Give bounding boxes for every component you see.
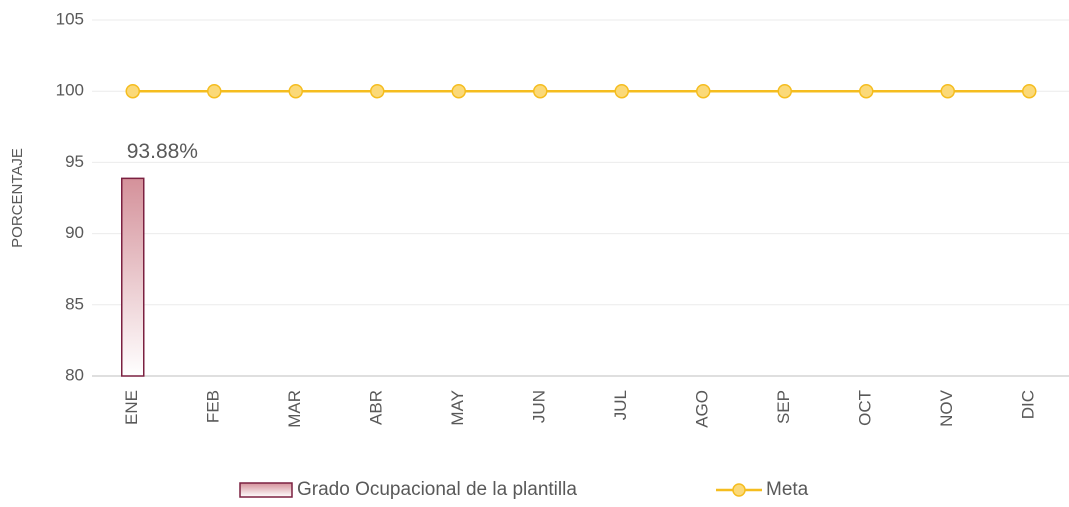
y-tick-label: 105: [56, 9, 84, 28]
x-tick-label: AGO: [693, 390, 712, 428]
point: [940, 83, 955, 99]
x-tick-label: MAR: [285, 390, 304, 428]
legend-swatch: [732, 483, 746, 497]
point: [614, 83, 629, 99]
x-tick-label: MAY: [448, 390, 467, 426]
data-label: 93.88%: [127, 140, 198, 163]
legend-label: Meta: [766, 479, 809, 500]
x-tick-label: JUL: [611, 390, 630, 420]
point: [696, 83, 711, 99]
x-tick-label: FEB: [204, 390, 223, 423]
point: [777, 83, 792, 99]
y-tick-label: 100: [56, 81, 84, 100]
y-axis-label: PORCENTAJE: [9, 148, 26, 248]
bar: [121, 177, 145, 377]
point: [125, 83, 140, 99]
point: [451, 83, 466, 99]
y-tick-label: 80: [65, 365, 84, 384]
x-tick-label: ENE: [122, 390, 141, 425]
point: [207, 83, 222, 99]
x-tick-label: ABR: [367, 390, 386, 425]
x-tick-label: SEP: [774, 390, 793, 424]
point: [1022, 83, 1037, 99]
point: [859, 83, 874, 99]
point: [288, 83, 303, 99]
point: [533, 83, 548, 99]
y-tick-label: 85: [65, 294, 84, 313]
y-tick-label: 95: [65, 152, 84, 171]
x-tick-label: NOV: [937, 389, 956, 427]
y-tick-label: 90: [65, 223, 84, 242]
x-tick-label: OCT: [856, 390, 875, 426]
point: [370, 83, 385, 99]
legend-swatch: [239, 482, 293, 498]
x-tick-label: DIC: [1019, 390, 1038, 419]
x-tick-label: JUN: [530, 390, 549, 423]
legend-label: Grado Ocupacional de la plantilla: [297, 479, 577, 500]
